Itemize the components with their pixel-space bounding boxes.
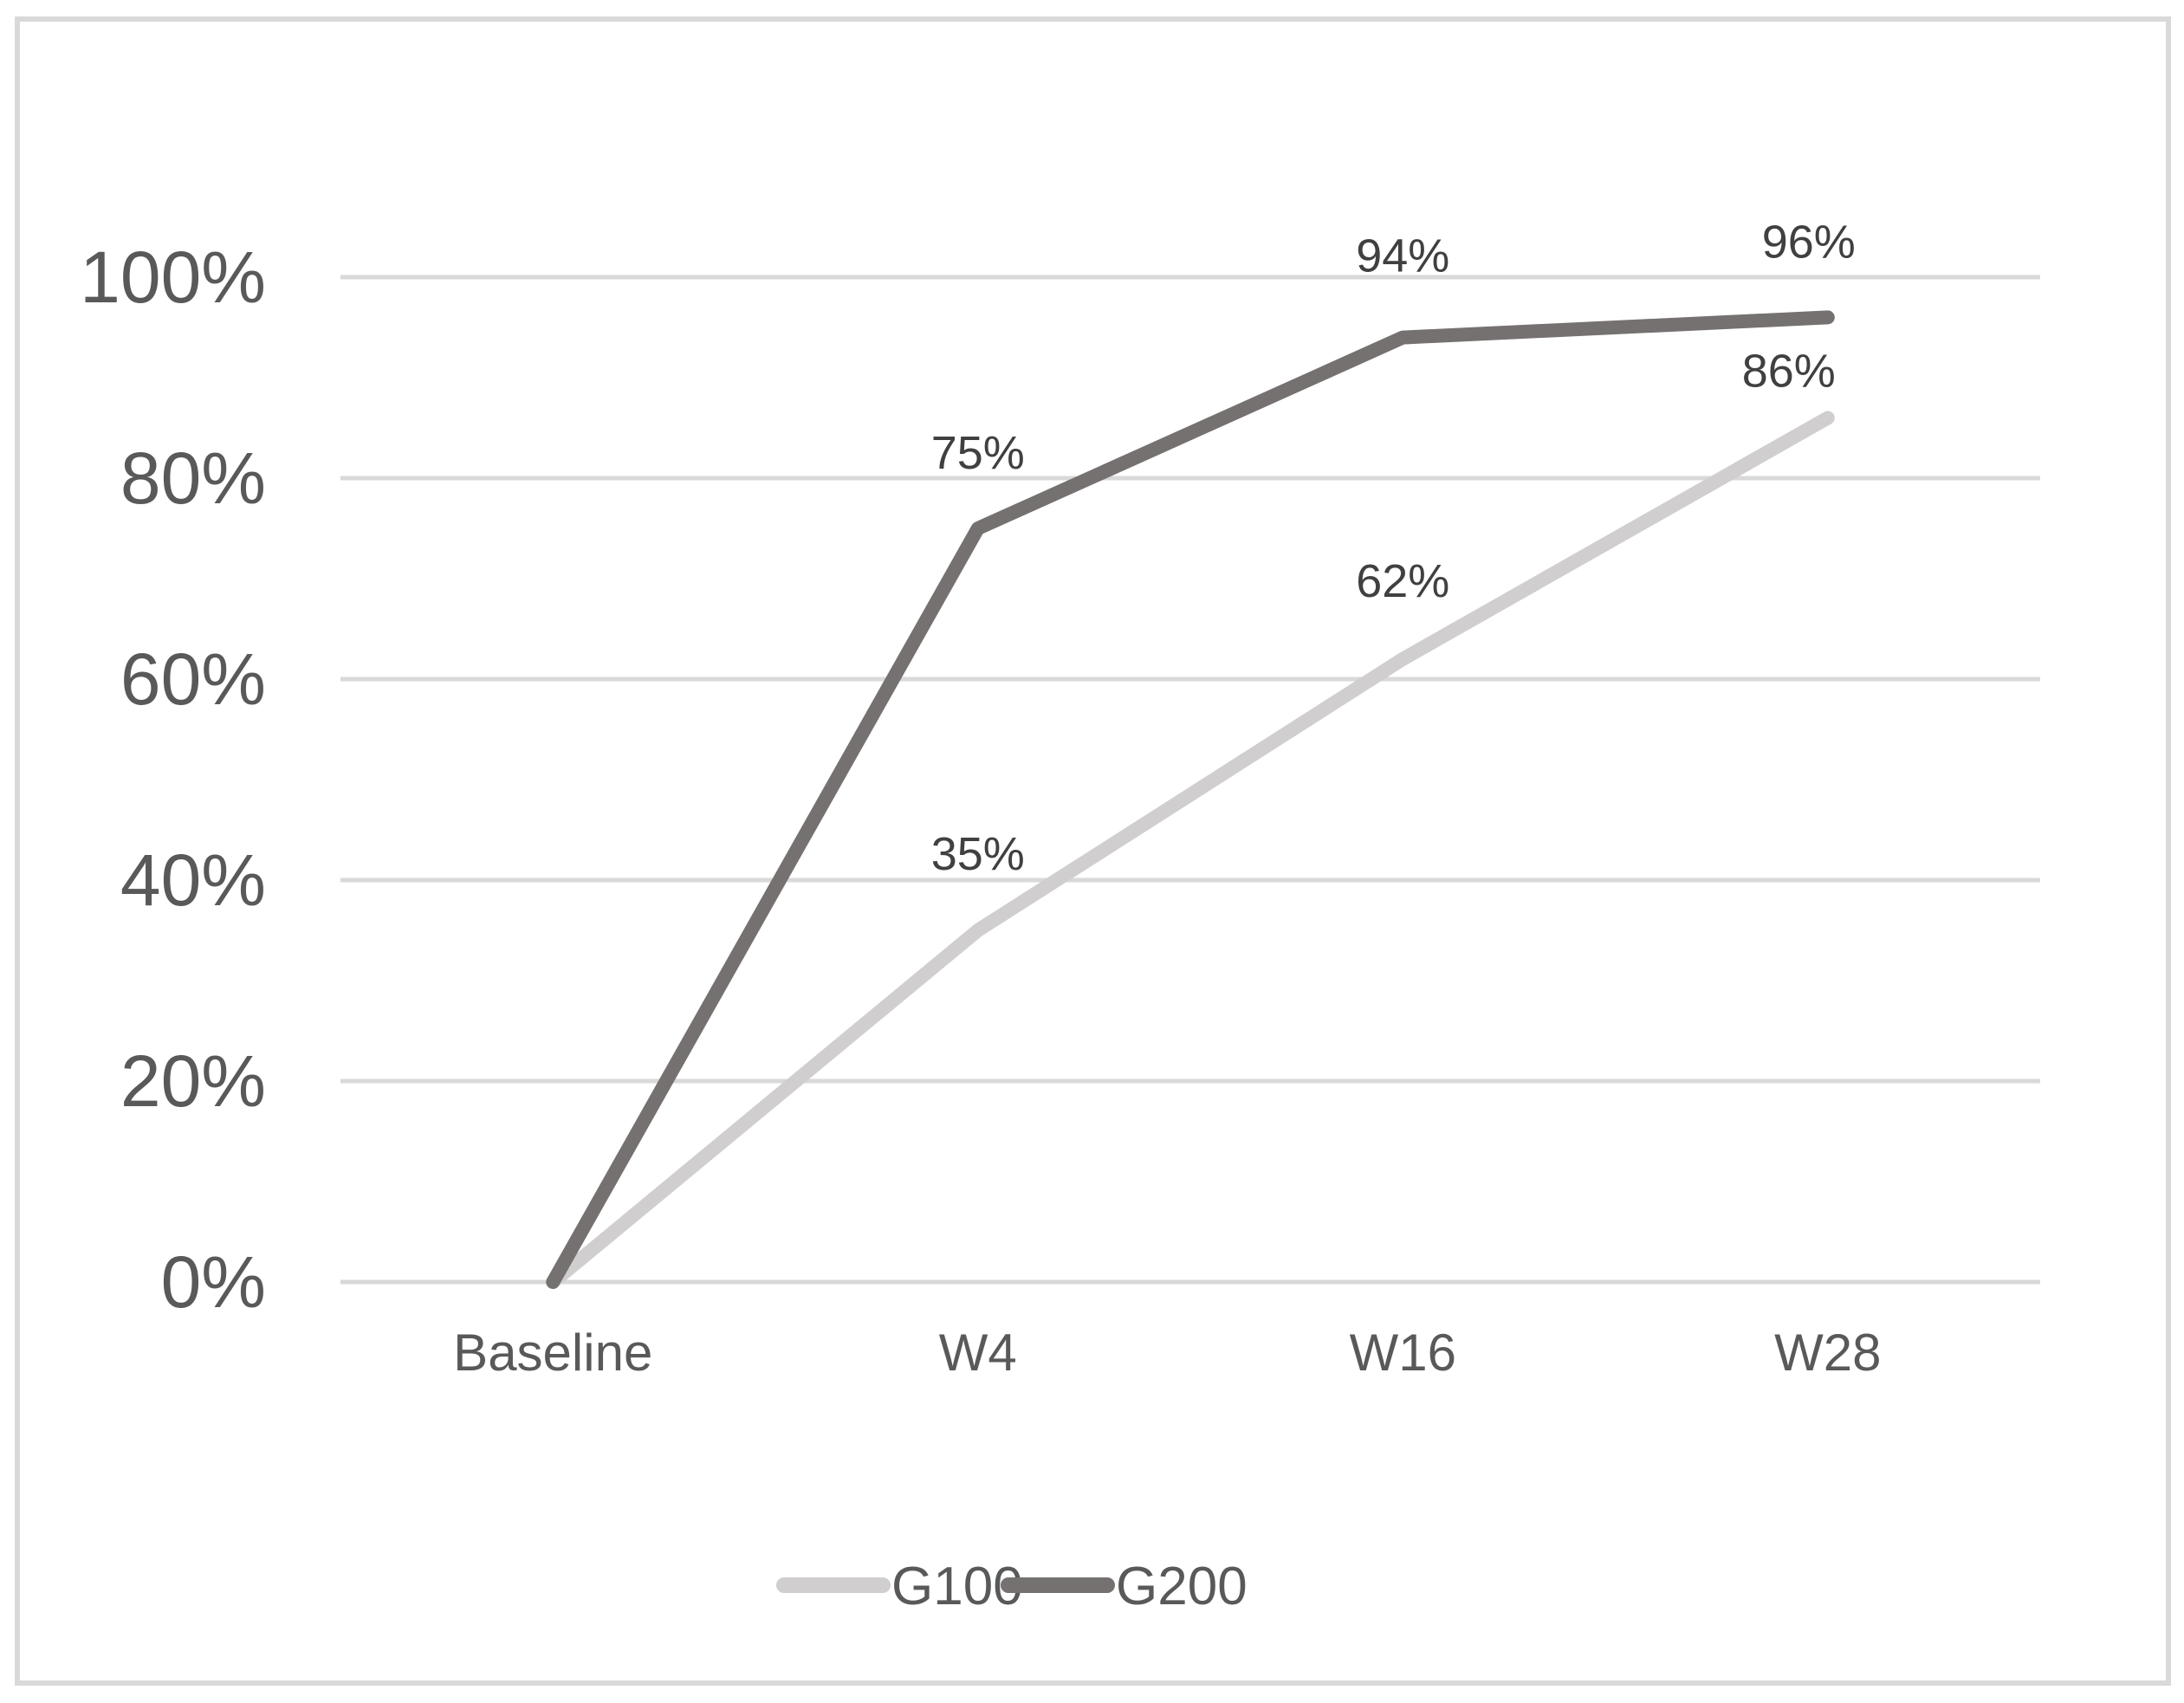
y-axis-tick-label: 80% bbox=[120, 437, 266, 519]
chart-border bbox=[15, 16, 2171, 1686]
data-label-g200: 75% bbox=[931, 427, 1025, 479]
series-line-g100 bbox=[546, 411, 1835, 1289]
data-label-g200: 94% bbox=[1356, 230, 1449, 282]
data-label-g100: 86% bbox=[1742, 345, 1836, 397]
x-axis-tick-label: Baseline bbox=[453, 1324, 652, 1382]
x-axis-tick-label: W16 bbox=[1350, 1324, 1456, 1382]
x-axis-tick-label: W28 bbox=[1774, 1324, 1881, 1382]
data-label-g100: 62% bbox=[1356, 555, 1449, 607]
data-label-g200: 96% bbox=[1762, 216, 1856, 268]
y-axis-tick-label: 60% bbox=[120, 638, 266, 720]
x-axis-tick-label: W4 bbox=[939, 1324, 1017, 1382]
y-axis-tick-label: 40% bbox=[120, 839, 266, 921]
series-line-g200 bbox=[546, 310, 1835, 1289]
y-axis-tick-label: 20% bbox=[120, 1040, 266, 1122]
y-axis-tick-label: 100% bbox=[80, 236, 266, 318]
legend-label-g200: G200 bbox=[1116, 1557, 1248, 1616]
data-label-g100: 35% bbox=[931, 828, 1025, 880]
y-axis-tick-label: 0% bbox=[161, 1241, 266, 1323]
